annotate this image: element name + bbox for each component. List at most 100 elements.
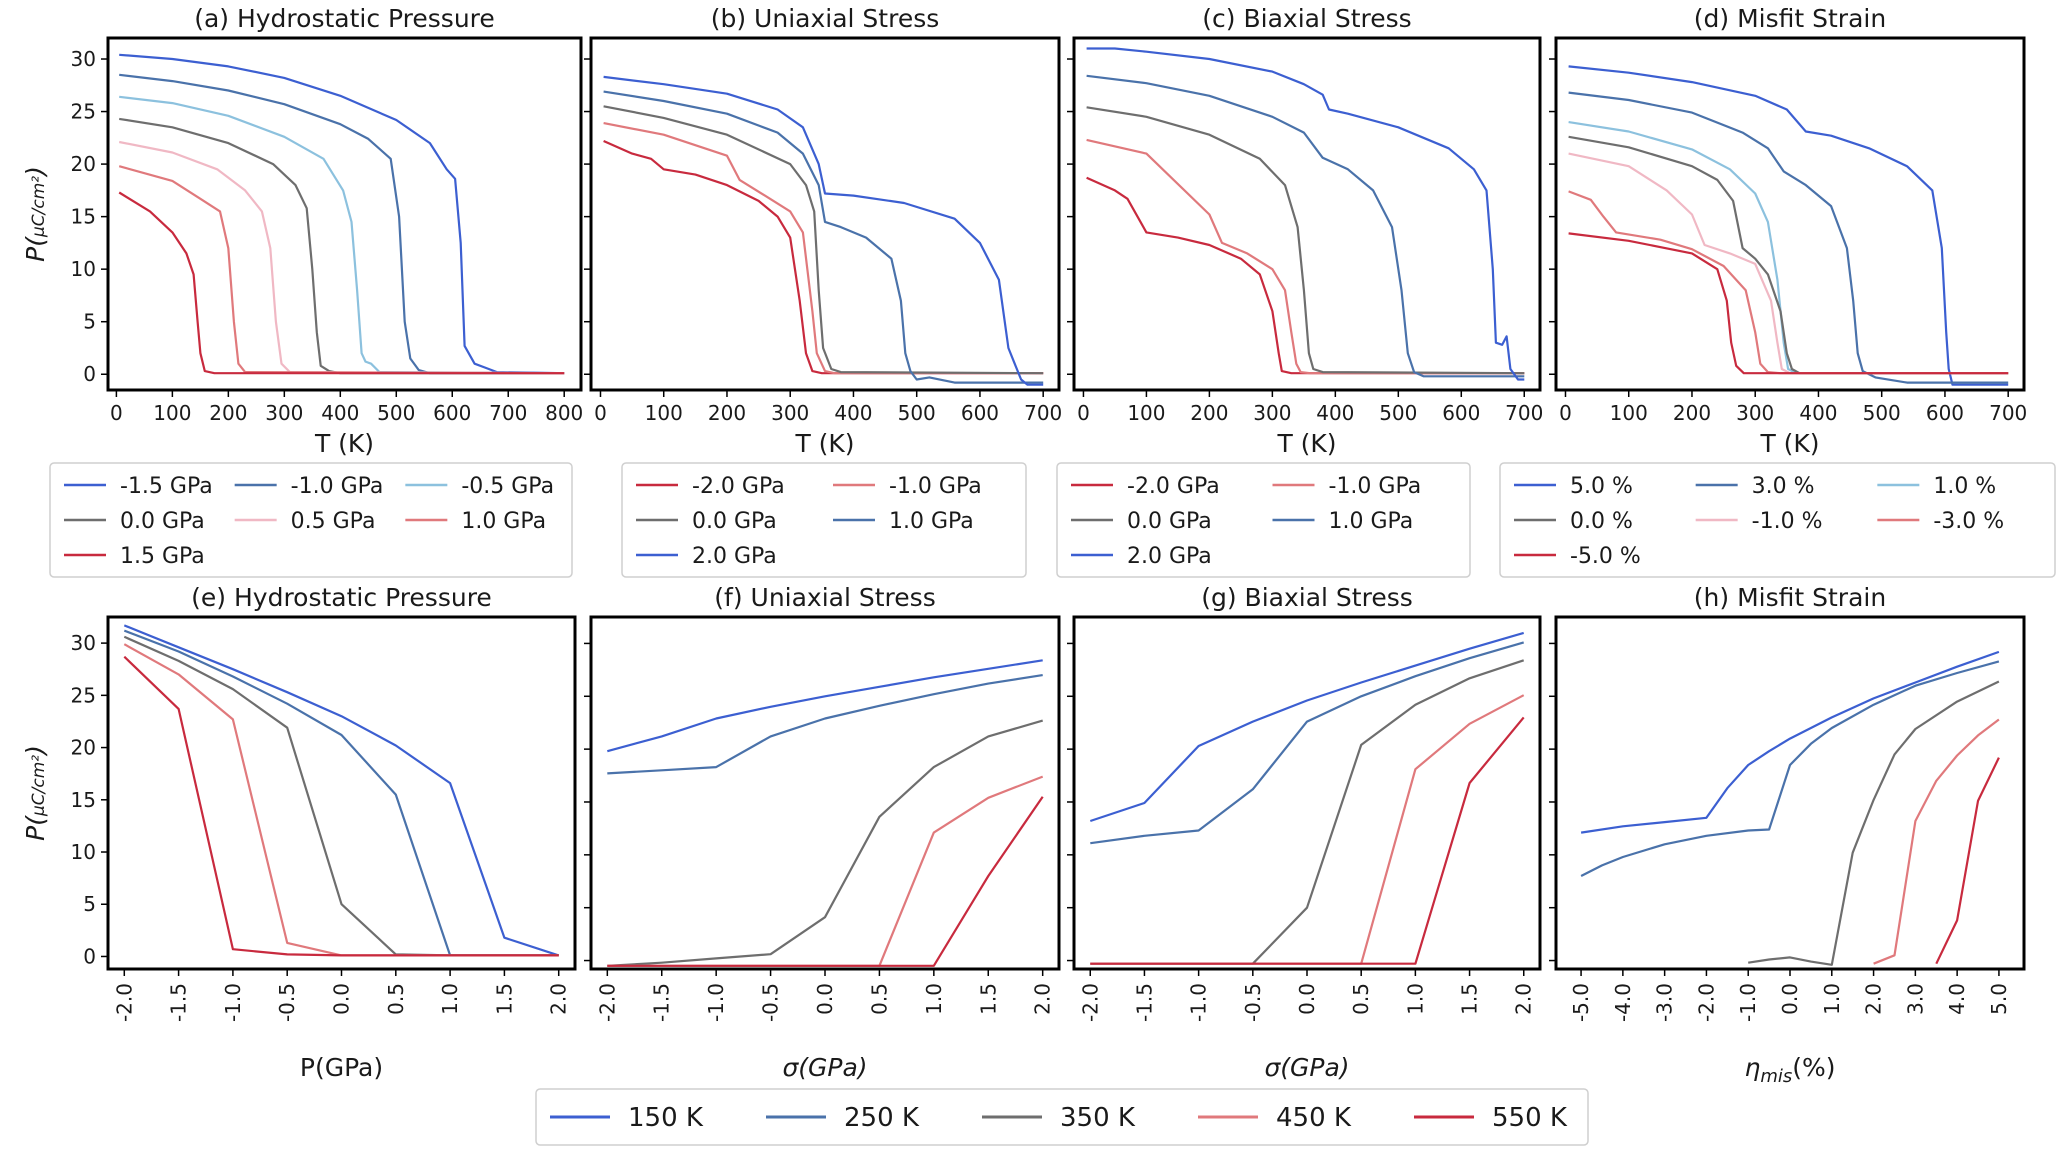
x-tick-label: 400 — [1316, 401, 1354, 425]
legend-label: -0.5 GPa — [461, 474, 554, 499]
x-tick-label: -3.0 — [1653, 983, 1677, 1022]
x-tick-label: 600 — [433, 401, 471, 425]
legend-label: 0.0 GPa — [120, 509, 205, 534]
legend-label: 350 K — [1060, 1103, 1136, 1133]
x-tick-label: 3.0 — [1903, 983, 1927, 1015]
x-tick-label: -2.0 — [595, 983, 619, 1022]
x-tick-label: 700 — [1989, 401, 2027, 425]
x-tick-label: 0.0 — [330, 983, 354, 1015]
legend-label: 1.0 GPa — [889, 509, 974, 534]
series-line-250K — [607, 674, 1043, 775]
series-line-1.0 — [1568, 121, 2009, 375]
series-line-1.5GPa — [118, 191, 565, 375]
y-tick-label: 0 — [83, 944, 96, 968]
series-line-0.5GPa — [118, 140, 565, 375]
panel-g: -2.0 -1.5 -1.0 -0.5 0.0 0.5 1.0 1.5 2.0 (g) Biaxi… — [1067, 583, 1542, 1082]
x-tick-label: 700 — [489, 401, 527, 425]
plot-frame — [1072, 615, 1542, 971]
x-tick-label: 500 — [1863, 401, 1901, 425]
x-tick-label: 500 — [377, 401, 415, 425]
legend-label: 1.0 GPa — [461, 509, 546, 534]
x-tick-label: 300 — [1736, 401, 1774, 425]
plot-frame — [106, 36, 583, 392]
bottom-legend: 150 K 250 K 350 K 450 K 550 K — [535, 1088, 1589, 1146]
x-axis-label: T (K) — [1759, 429, 1819, 458]
series-line--1.5GPa — [119, 53, 565, 375]
legend-label: 1.0 GPa — [1329, 509, 1414, 534]
series-line-450K — [1090, 694, 1525, 965]
legend-label: -2.0 GPa — [1127, 474, 1220, 499]
legend-label: -2.0 GPa — [692, 474, 785, 499]
x-tick-label: 1.0 — [438, 983, 462, 1015]
panel-title: (f) Uniaxial Stress — [714, 583, 935, 612]
series-group — [1568, 65, 2009, 386]
series-line-0.0GPa — [603, 105, 1044, 375]
y-tick-label: 30 — [71, 47, 96, 71]
legend-box — [49, 462, 573, 578]
x-tick-label: 2.0 — [1512, 983, 1536, 1015]
x-tick-label: 1.0 — [1820, 983, 1844, 1015]
x-tick-label: 1.5 — [976, 983, 1000, 1015]
plot-frame — [1554, 36, 2026, 392]
x-axis-label: T (K) — [794, 429, 854, 458]
x-tick-label: 0.5 — [1349, 983, 1373, 1015]
panel-title: (g) Biaxial Stress — [1201, 583, 1413, 612]
x-tick-label: -0.5 — [1241, 983, 1265, 1022]
series-line-1.0GPa — [603, 90, 1044, 384]
series-line-0.0GPa — [1086, 106, 1525, 375]
y-axis-label: P(μC/cm²) — [21, 745, 50, 841]
x-tick-label: -4.0 — [1611, 983, 1635, 1022]
panel-c: 0 100 200 300 400 500 600 700 (c) Biaxial Stress… — [1067, 4, 1543, 458]
panel-title: (e) Hydrostatic Pressure — [191, 583, 492, 612]
y-tick-label: 20 — [71, 152, 96, 176]
y-tick-label: 10 — [71, 257, 96, 281]
y-tick-label: 10 — [71, 840, 96, 864]
y-tick-label: 0 — [83, 362, 96, 386]
panel-f: -2.0 -1.5 -1.0 -0.5 0.0 0.5 1.0 1.5 2.0 (f) Uniax… — [584, 583, 1061, 1082]
x-tick-label: 200 — [1190, 401, 1228, 425]
series-line-5.0 — [1568, 65, 2009, 386]
legend-box — [1056, 462, 1471, 578]
legend-label: -1.0 % — [1752, 509, 1823, 534]
series-line-550K — [1935, 757, 2000, 965]
x-tick-label: 2.0 — [1031, 983, 1055, 1015]
x-tick-label: -1.5 — [167, 983, 191, 1022]
legend-label: 0.0 GPa — [692, 509, 777, 534]
legend-box — [621, 462, 1027, 578]
series-line-550K — [123, 655, 559, 957]
x-tick-label: 200 — [708, 401, 746, 425]
x-tick-label: -2.0 — [112, 983, 136, 1022]
panel-e: 0 5 10 15 20 25 30 -2.0 -1.5 -1.0 -0.5 0.0 0.5 1.0 1.5… — [21, 583, 577, 1082]
x-axis-label: T (K) — [314, 429, 374, 458]
series-line-2.0GPa — [1086, 47, 1525, 381]
x-tick-label: 100 — [153, 401, 191, 425]
x-tick-label: 4.0 — [1945, 983, 1969, 1015]
x-tick-label: 1.0 — [922, 983, 946, 1015]
legend-label: 2.0 GPa — [692, 544, 777, 569]
x-tick-label: 200 — [209, 401, 247, 425]
x-tick-label: 600 — [1926, 401, 1964, 425]
panel-d: 0 100 200 300 400 500 600 700 (d) Misfit Strain T… — [1549, 4, 2027, 458]
series-line-1.0GPa — [1086, 74, 1525, 378]
x-axis-label: T (K) — [1276, 429, 1336, 458]
y-tick-label: 25 — [71, 683, 96, 707]
legend-a: -1.5 GPa -1.0 GPa -0.5 GPa 0.0 GPa 0.5 GPa 1.… — [49, 462, 573, 578]
x-tick-label: 600 — [961, 401, 999, 425]
x-tick-label: 0.5 — [384, 983, 408, 1015]
series-line--1.0GPa — [1086, 138, 1525, 375]
x-tick-label: 300 — [771, 401, 809, 425]
series-line-450K — [1873, 718, 2000, 965]
x-tick-label: 0.0 — [1778, 983, 1802, 1015]
series-line-3.0 — [1568, 91, 2009, 384]
x-tick-label: 400 — [834, 401, 872, 425]
x-tick-label: 0.5 — [867, 983, 891, 1015]
x-tick-label: 0.0 — [813, 983, 837, 1015]
y-tick-label: 5 — [83, 310, 96, 334]
x-tick-label: -1.0 — [221, 983, 245, 1022]
legend-label: -1.0 GPa — [889, 474, 982, 499]
series-line-250K — [1580, 660, 2000, 877]
legend-label: 5.0 % — [1570, 474, 1633, 499]
series-group — [123, 624, 560, 957]
